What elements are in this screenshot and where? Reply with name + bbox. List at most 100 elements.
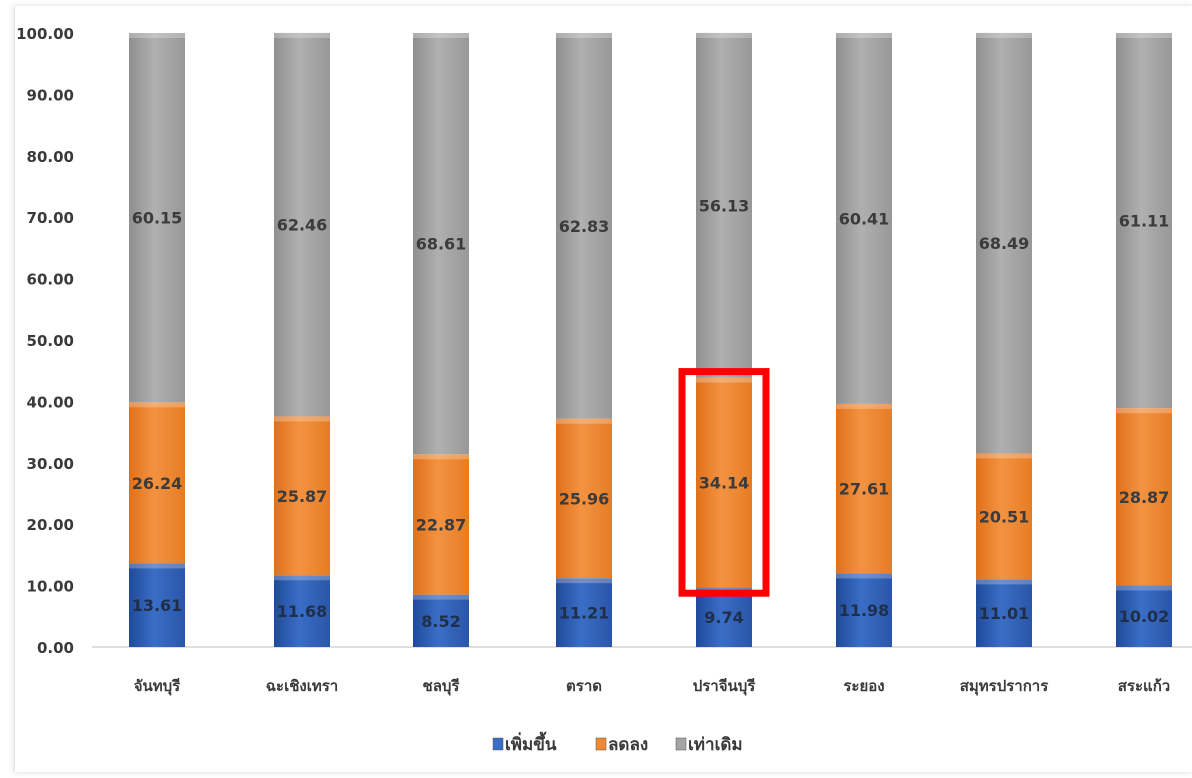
- data-label: 11.21: [559, 604, 610, 623]
- bar-segment-group: 56.13: [696, 32, 752, 378]
- legend-label: เพิ่มขึ้น: [505, 731, 557, 755]
- bar-segment-group: 11.68: [274, 575, 330, 647]
- bar-segment-group: 10.02: [1116, 585, 1172, 647]
- bar-segment-group: 62.83: [556, 33, 612, 419]
- data-label: 61.11: [1119, 212, 1170, 231]
- bar-segment-group: 8.52: [413, 594, 469, 647]
- y-tick-label: 80.00: [27, 148, 74, 166]
- bar-bevel: [976, 453, 1032, 459]
- bar-decrease: [129, 402, 185, 564]
- bar-bevel: [413, 594, 469, 600]
- bar-increase: [976, 579, 1032, 647]
- bar-segment-group: 26.24: [129, 402, 185, 564]
- bar-bevel: [129, 563, 185, 569]
- x-axis-labels: จันทบุรี ฉะเชิงเทรา ชลบุรี ตราด ปราจีนบุรี ระ…: [134, 677, 1170, 696]
- legend-swatch: [595, 737, 607, 751]
- bar-decrease: [1116, 408, 1172, 586]
- bar-segment-group: 60.15: [129, 33, 185, 403]
- bar-bevel: [556, 578, 612, 584]
- bar-bevel: [129, 402, 185, 408]
- bar-decrease: [976, 453, 1032, 580]
- x-tick-label: ชลบุรี: [423, 677, 461, 696]
- legend-swatch: [492, 737, 504, 751]
- bar-segment-group: 25.96: [556, 418, 612, 579]
- bar-increase: [696, 587, 752, 647]
- x-tick-label: สระแก้ว: [1118, 677, 1170, 695]
- bar-bevel: [274, 416, 330, 422]
- bar-segment-group: 60.41: [836, 33, 892, 404]
- bar-bevel: [696, 32, 752, 38]
- y-tick-label: 10.00: [27, 578, 74, 596]
- bar-bevel: [1116, 408, 1172, 414]
- bar-bevel: [413, 33, 469, 38]
- data-label: 56.13: [699, 196, 750, 215]
- bar-bevel: [274, 575, 330, 581]
- bar-decrease: [274, 416, 330, 576]
- legend-label: ลดลง: [608, 735, 648, 755]
- bar-bevel: [836, 403, 892, 409]
- data-label: 25.96: [559, 489, 610, 508]
- bar-decrease: [413, 454, 469, 595]
- bar-increase: [836, 573, 892, 647]
- data-label: 11.01: [979, 604, 1030, 623]
- bar-segment-group: 62.46: [274, 32, 330, 417]
- bar-segment-group: 11.01: [976, 579, 1032, 647]
- bar-segment-group: 28.87: [1116, 408, 1172, 586]
- bar-bevel: [556, 418, 612, 424]
- bar-bevel: [1116, 33, 1172, 38]
- bar-bevel: [129, 33, 185, 38]
- legend-label: เท่าเดิม: [688, 735, 743, 755]
- data-label: 62.46: [277, 216, 328, 235]
- bar-decrease: [836, 403, 892, 574]
- bar-segment-group: 61.11: [1116, 33, 1172, 409]
- bar-segment-group: 13.61: [129, 563, 185, 647]
- x-tick-label: จันทบุรี: [134, 677, 181, 696]
- bar-bevel: [556, 33, 612, 38]
- legend: เพิ่มขึ้น ลดลง เท่าเดิม: [492, 731, 743, 755]
- x-tick-label: ฉะเชิงเทรา: [266, 677, 338, 695]
- bar-same: [274, 32, 330, 417]
- highlight-box-group: [678, 368, 770, 597]
- data-label: 68.49: [979, 234, 1030, 253]
- data-label: 27.61: [839, 480, 890, 499]
- y-tick-label: 40.00: [27, 393, 74, 411]
- bar-bevel: [696, 377, 752, 383]
- bar-increase: [556, 578, 612, 647]
- data-label: 28.87: [1119, 488, 1170, 507]
- bar-segment-group: 11.21: [556, 578, 612, 647]
- bar-same: [696, 32, 752, 378]
- bar-segment-group: 20.51: [976, 453, 1032, 580]
- data-label: 10.02: [1119, 607, 1170, 626]
- data-label: 25.87: [277, 487, 328, 506]
- data-label: 34.14: [699, 473, 750, 492]
- bar-increase: [129, 563, 185, 647]
- legend-swatch: [675, 737, 687, 751]
- bar-segment-group: 68.61: [413, 33, 469, 455]
- y-tick-label: 50.00: [27, 332, 74, 350]
- bar-same: [836, 33, 892, 404]
- bar-bevel: [274, 32, 330, 38]
- y-tick-label: 70.00: [27, 209, 74, 227]
- bar-bevel: [836, 33, 892, 38]
- bar-increase: [274, 575, 330, 647]
- data-label: 22.87: [416, 515, 467, 534]
- bar-same: [976, 32, 1032, 454]
- bars-group: 13.61 26.24 60.15 11.68 25.87 62.46 8.52 22.87 6…: [129, 32, 1172, 647]
- y-tick-label: 60.00: [27, 271, 74, 289]
- bar-same: [129, 33, 185, 403]
- data-label: 20.51: [979, 507, 1030, 526]
- bar-bevel: [976, 32, 1032, 38]
- bar-segment-group: 27.61: [836, 403, 892, 574]
- bar-segment-group: 68.49: [976, 32, 1032, 454]
- bar-increase: [1116, 585, 1172, 647]
- x-tick-label: ตราด: [566, 677, 602, 695]
- y-tick-label: 0.00: [37, 639, 74, 657]
- y-tick-label: 100.00: [16, 25, 74, 43]
- bar-bevel: [1116, 585, 1172, 591]
- data-label: 8.52: [421, 612, 460, 631]
- bar-bevel: [413, 454, 469, 460]
- data-label: 68.61: [416, 235, 467, 254]
- data-label: 13.61: [132, 596, 183, 615]
- x-tick-label: สมุทรปราการ: [960, 677, 1049, 696]
